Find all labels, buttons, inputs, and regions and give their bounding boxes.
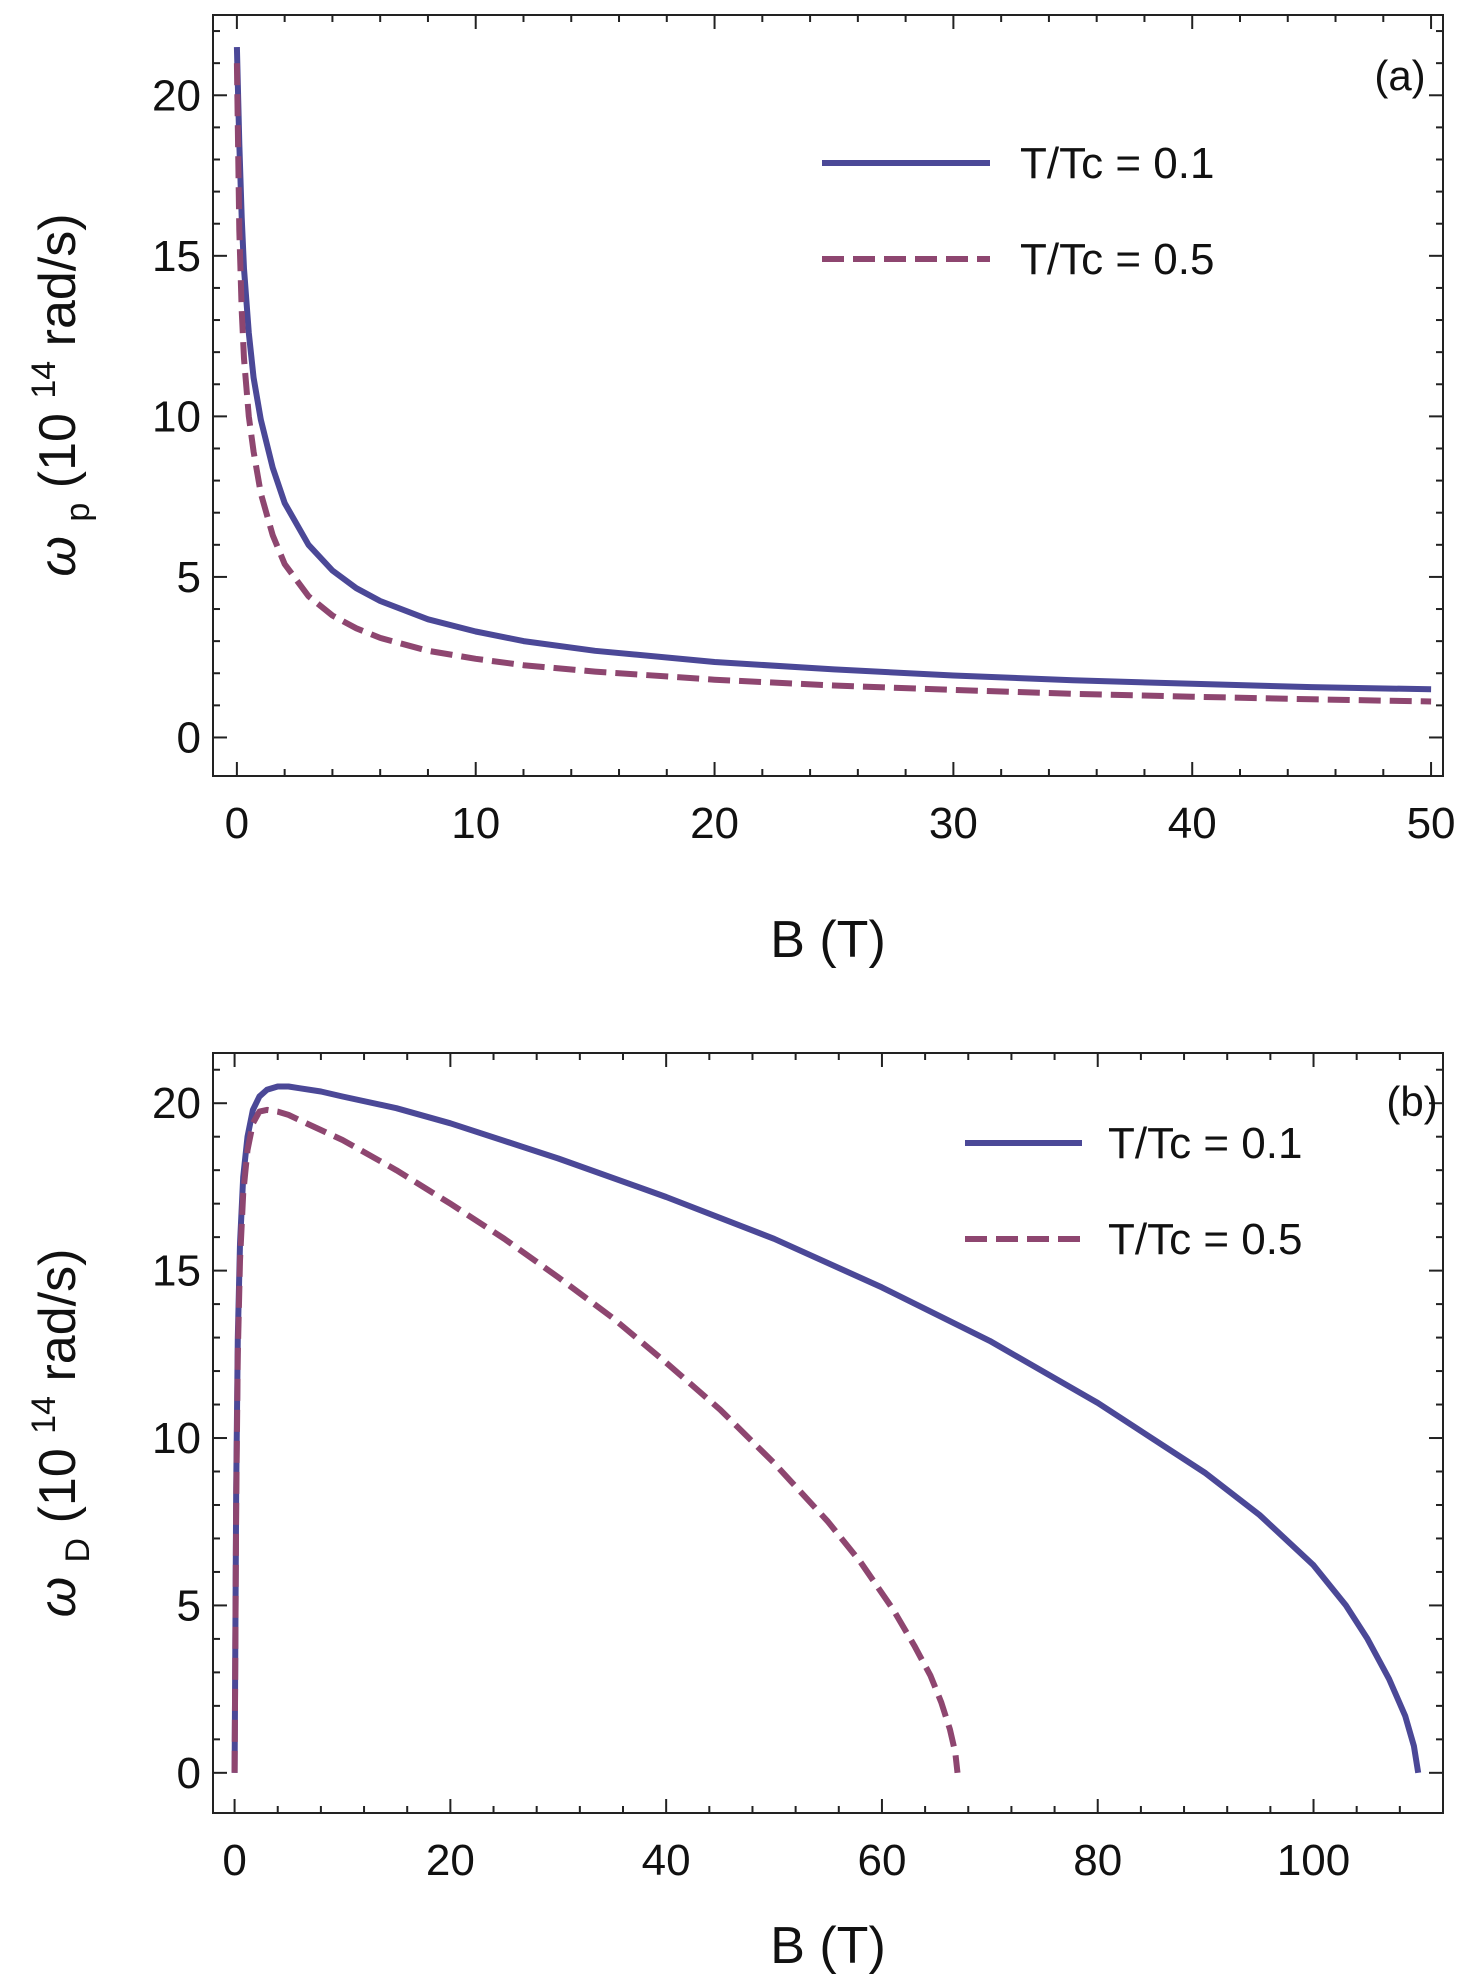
y-axis-suffix-a: rad/s) xyxy=(29,213,87,346)
legend-label-a-series-1: T/Tc = 0.1 xyxy=(1020,139,1214,188)
y-axis-title-b: ω D (10 14 rad/s) xyxy=(9,1249,101,1618)
series-lines-a xyxy=(233,47,1432,705)
x-tick-label: 50 xyxy=(1407,799,1456,848)
ticks-b xyxy=(213,1053,1444,1813)
series-line-1 xyxy=(233,47,1432,693)
x-tick-label: 10 xyxy=(451,799,500,848)
x-tick-label: 40 xyxy=(1168,799,1217,848)
series-lines-b xyxy=(231,1083,1422,1774)
plot-frame-a xyxy=(212,14,1444,777)
y-tick-label: 10 xyxy=(152,392,201,441)
x-tick-label: 20 xyxy=(426,1836,475,1885)
y-tick-label: 15 xyxy=(152,1247,201,1296)
y-tick-label: 5 xyxy=(177,1581,201,1630)
y-tick-label: 5 xyxy=(177,553,201,602)
y-axis-subscript-a: p xyxy=(59,503,97,522)
x-tick-label: 100 xyxy=(1277,1836,1350,1885)
y-tick-label: 10 xyxy=(152,1414,201,1463)
x-tick-label: 20 xyxy=(690,799,739,848)
y-axis-prefix-a: (10 xyxy=(29,413,87,488)
chart-panel-b: 0 20 40 60 80 100 0 5 10 15 20 (b) T/Tc = 0.1 T/Tc… xyxy=(9,1052,1444,1975)
x-tick-label: 60 xyxy=(857,1836,906,1885)
x-tick-label: 30 xyxy=(929,799,978,848)
y-tick-label: 20 xyxy=(152,1079,201,1128)
x-tick-label: 0 xyxy=(222,1836,246,1885)
x-tick-label: 80 xyxy=(1073,1836,1122,1885)
ticks-a xyxy=(213,15,1443,776)
series-line-1 xyxy=(231,1083,1422,1774)
y-axis-superscript-a: 14 xyxy=(25,361,63,399)
y-axis-symbol-a: ω xyxy=(29,536,87,577)
y-axis-suffix-b: rad/s) xyxy=(29,1249,87,1382)
y-tick-label: 0 xyxy=(177,1749,201,1798)
legend-a: T/Tc = 0.1 T/Tc = 0.5 xyxy=(822,139,1214,284)
y-tick-label: 0 xyxy=(177,713,201,762)
series-line-2 xyxy=(231,1106,961,1774)
y-axis-prefix-b: (10 xyxy=(29,1448,87,1523)
y-axis-title-a: ω p (10 14 rad/s) xyxy=(9,213,101,576)
x-axis-title-a: B (T) xyxy=(770,911,886,969)
plot-frame-b xyxy=(212,1052,1444,1814)
y-axis-symbol-b: ω xyxy=(29,1577,87,1618)
series-line-2 xyxy=(233,63,1432,705)
y-tick-label: 20 xyxy=(152,71,201,120)
x-tick-label: 40 xyxy=(642,1836,691,1885)
x-tick-label: 0 xyxy=(225,799,249,848)
tick-labels-a: 0 10 20 30 40 50 0 5 10 15 20 xyxy=(152,71,1455,848)
panel-label-a: (a) xyxy=(1374,52,1425,99)
panel-label-b: (b) xyxy=(1386,1078,1437,1125)
legend-label-b-series-2: T/Tc = 0.5 xyxy=(1108,1215,1302,1264)
y-axis-subscript-b: D xyxy=(59,1538,97,1563)
tick-labels-b: 0 20 40 60 80 100 0 5 10 15 20 xyxy=(152,1079,1350,1885)
y-tick-label: 15 xyxy=(152,232,201,281)
x-axis-title-b: B (T) xyxy=(770,1917,886,1975)
y-axis-superscript-b: 14 xyxy=(25,1396,63,1434)
legend-label-a-series-2: T/Tc = 0.5 xyxy=(1020,235,1214,284)
legend-label-b-series-1: T/Tc = 0.1 xyxy=(1108,1119,1302,1168)
chart-panel-a: 0 10 20 30 40 50 0 5 10 15 20 (a) T/Tc = 0.1 T/Tc … xyxy=(9,14,1456,969)
legend-b: T/Tc = 0.1 T/Tc = 0.5 xyxy=(965,1119,1302,1264)
